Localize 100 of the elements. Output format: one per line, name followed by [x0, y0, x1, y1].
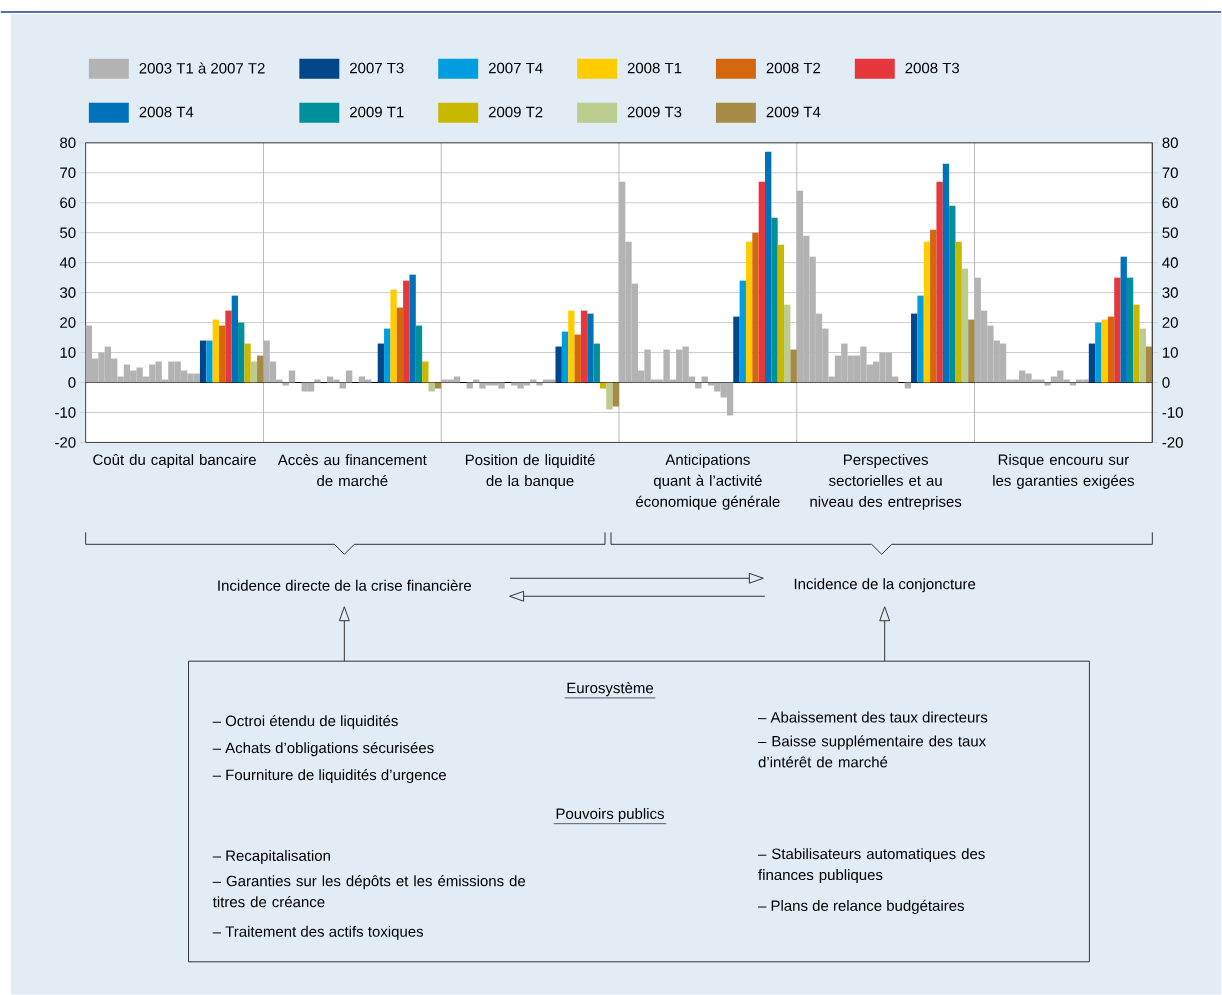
text: Incidence de la conjoncture: [794, 578, 976, 593]
bar: [777, 244, 785, 383]
bar: [244, 343, 251, 383]
text: – Traitement des actifs toxiques: [212, 925, 424, 940]
bar: [758, 181, 766, 383]
bar: [377, 343, 385, 383]
bar: [390, 289, 397, 383]
bar: [415, 325, 423, 383]
bar: [612, 382, 619, 407]
text: Pouvoirs publics: [556, 808, 664, 823]
bar: [225, 310, 232, 383]
bar: [530, 379, 537, 383]
bar: [231, 295, 239, 383]
bar: [314, 379, 321, 383]
bar: [968, 319, 975, 383]
bar: [784, 304, 791, 383]
bar: [472, 379, 480, 383]
bar: [949, 205, 956, 383]
bar: [422, 361, 429, 383]
legend-label: 2009 T1: [350, 106, 404, 118]
y2-tick-label: 60: [1162, 197, 1178, 209]
bar: [580, 310, 588, 383]
bar: [752, 232, 759, 383]
bar: [936, 181, 943, 383]
bar: [745, 241, 753, 383]
bar: [428, 382, 435, 392]
bar: [1145, 346, 1153, 383]
bar: [199, 340, 207, 383]
text: – Achats d’obligations sécurisées: [212, 742, 434, 757]
bar: [790, 349, 797, 383]
y-tick-label: 10: [60, 347, 76, 358]
text: – Plans de relance budgétaires: [758, 899, 964, 915]
legend-label: 2008 T1: [627, 62, 682, 74]
bar: [923, 241, 931, 383]
y2-tick-label: 70: [1162, 167, 1178, 179]
bar: [1114, 277, 1121, 383]
x-tick-label: Position de liquidité de la banque: [465, 454, 595, 490]
bar: [695, 382, 702, 389]
x-tick-label: Coût du capital bancaire: [93, 454, 256, 469]
bar: [574, 334, 581, 383]
bar: [339, 382, 346, 389]
legend-label: 2008 T4: [139, 106, 194, 118]
bar: [396, 307, 404, 383]
y2-tick-label: 30: [1162, 287, 1178, 299]
legend-label: 2008 T2: [766, 62, 821, 74]
text: – Recapitalisation: [212, 850, 330, 865]
text: – Octroi étendu de liquidités: [212, 715, 398, 730]
bar: [206, 340, 213, 383]
legend-label: 2009 T4: [766, 106, 821, 118]
text: – Stabilisateurs automatiques des finances publiques: [758, 848, 985, 884]
bar: [257, 355, 264, 383]
legend-label: 2007 T4: [488, 62, 543, 74]
bar: [961, 268, 969, 383]
text: Eurosystème: [567, 682, 654, 697]
y2-tick-label: 50: [1162, 227, 1178, 239]
bar: [384, 328, 391, 383]
bar: [212, 319, 219, 383]
bar: [904, 382, 912, 389]
bar: [1120, 256, 1127, 383]
y2-tick-label: 80: [1162, 137, 1178, 149]
y-tick-label: 60: [60, 197, 76, 209]
bar: [733, 316, 740, 383]
y-tick-label: -20: [55, 437, 76, 448]
legend-label: 2009 T3: [627, 106, 682, 118]
legend-label: 2007 T3: [350, 62, 404, 74]
x-tick-label: Perspectives sectorielles et au niveau des entreprises: [810, 454, 962, 510]
bar: [1088, 343, 1096, 383]
y-tick-label: 20: [60, 317, 76, 328]
bar: [599, 382, 607, 389]
x-tick-label: Accès au financement de marché: [277, 454, 427, 487]
y-tick-label: -10: [55, 407, 76, 418]
y2-tick-label: 0: [1162, 377, 1170, 388]
bar: [587, 313, 594, 383]
bar: [250, 361, 258, 383]
y-tick-label: 70: [60, 167, 76, 179]
bar: [701, 376, 708, 383]
bar: [1139, 328, 1146, 383]
bar: [1107, 316, 1115, 383]
legend-label: 2009 T2: [488, 106, 543, 118]
y-tick-label: 40: [59, 257, 76, 269]
x-tick-label: Risque encouru sur les garanties exigées: [993, 454, 1135, 489]
bar: [282, 382, 289, 386]
x-tick-label: Anticipations quant à l’activité économique générale: [636, 454, 780, 510]
text: – Garanties sur les dépôts et les émissions de titres de créance: [212, 875, 526, 908]
bar: [345, 370, 353, 383]
bar: [1069, 382, 1077, 386]
bar: [771, 217, 778, 383]
legend-label: 2008 T3: [905, 62, 960, 74]
bar: [917, 295, 924, 383]
y2-tick-label: -20: [1162, 437, 1183, 448]
bar: [568, 310, 575, 383]
bar: [434, 382, 442, 389]
bar: [1101, 319, 1108, 383]
bar: [561, 331, 569, 383]
bar: [536, 382, 543, 386]
bar: [288, 370, 296, 383]
bar: [1044, 382, 1051, 386]
bar: [466, 382, 473, 389]
text: – Abaissement des taux directeurs: [758, 711, 988, 723]
bar: [606, 382, 613, 410]
